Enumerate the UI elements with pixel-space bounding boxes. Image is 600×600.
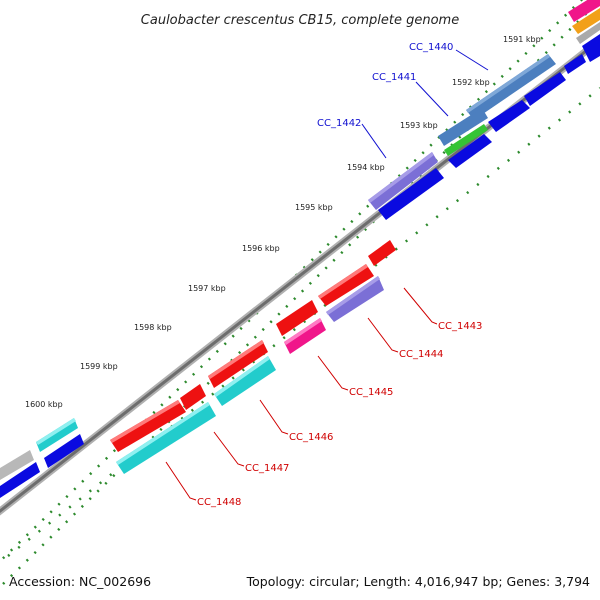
- gene-cc-1446[interactable]: [214, 356, 276, 406]
- gene-cc-1444[interactable]: [326, 276, 384, 322]
- gene-cc-1445[interactable]: [284, 318, 326, 354]
- label-cc-1448[interactable]: CC_1448: [197, 497, 241, 508]
- tick-1599-kbp: 1599 kbp: [80, 362, 118, 371]
- gene-cc-1442[interactable]: [368, 152, 438, 210]
- gene-blue-1[interactable]: [378, 168, 444, 220]
- gene-cc-1440[interactable]: [466, 54, 556, 120]
- gene-blue-4[interactable]: [524, 72, 566, 106]
- gene-labels: CC_1440 CC_1441 CC_1442 CC_1443 CC_1444 …: [197, 42, 482, 508]
- label-cc-1445[interactable]: CC_1445: [349, 387, 393, 398]
- gene-blue-5[interactable]: [564, 54, 586, 74]
- gene-cc-1446a[interactable]: [208, 340, 268, 388]
- gene-feature-blue-edge[interactable]: [582, 34, 600, 62]
- gene-blue-2[interactable]: [448, 134, 492, 168]
- gene-blue-left-2[interactable]: [0, 462, 40, 498]
- map-title: Caulobacter crescentus CB15, complete ge…: [141, 13, 459, 28]
- gene-blue-3[interactable]: [488, 100, 530, 132]
- tick-1598-kbp: 1598 kbp: [134, 323, 172, 332]
- inner-tick-ruler: [7, 87, 600, 557]
- gene-feature-gray[interactable]: [576, 22, 600, 44]
- gene-cc-1443a[interactable]: [368, 240, 396, 266]
- tick-1592-kbp: 1592 kbp: [452, 78, 490, 87]
- label-cc-1441[interactable]: CC_1441: [372, 72, 416, 83]
- gene-feature-magenta[interactable]: [568, 0, 600, 22]
- tick-1591-kbp: 1591 kbp: [503, 35, 541, 44]
- gene-gray-left[interactable]: [0, 450, 34, 480]
- tick-1596-kbp: 1596 kbp: [242, 244, 280, 253]
- accession-text: Accession: NC_002696: [9, 574, 151, 589]
- gene-cyan-left[interactable]: [36, 418, 78, 452]
- tick-1597-kbp: 1597 kbp: [188, 284, 226, 293]
- gene-cc-1447b[interactable]: [180, 384, 206, 410]
- gene-cc-1441[interactable]: [438, 108, 488, 146]
- label-leaders: [165, 49, 489, 501]
- tick-1593-kbp: 1593 kbp: [400, 121, 438, 130]
- gene-cc-1447[interactable]: [110, 400, 186, 452]
- kbp-labels: 1591 kbp 1592 kbp 1593 kbp 1594 kbp 1595…: [25, 35, 541, 409]
- gene-cc-1443[interactable]: [318, 264, 374, 306]
- genome-summary-text: Topology: circular; Length: 4,016,947 bp…: [246, 574, 590, 589]
- label-cc-1440[interactable]: CC_1440: [409, 42, 453, 53]
- forward-strand-genes: [0, 0, 600, 498]
- label-cc-1444[interactable]: CC_1444: [399, 349, 443, 360]
- tick-1595-kbp: 1595 kbp: [295, 203, 333, 212]
- tick-1600-kbp: 1600 kbp: [25, 400, 63, 409]
- label-cc-1446[interactable]: CC_1446: [289, 432, 333, 443]
- gene-feature-orange[interactable]: [572, 8, 600, 34]
- label-cc-1443[interactable]: CC_1443: [438, 321, 482, 332]
- label-cc-1447[interactable]: CC_1447: [245, 463, 289, 474]
- tick-1594-kbp: 1594 kbp: [347, 163, 385, 172]
- gene-red-mid[interactable]: [276, 300, 318, 336]
- gene-blue-left[interactable]: [44, 434, 84, 468]
- gene-cc-1448[interactable]: [116, 402, 216, 474]
- gene-cc-1441b[interactable]: [444, 124, 488, 156]
- reverse-strand-genes: [110, 240, 396, 474]
- label-cc-1442[interactable]: CC_1442: [317, 118, 361, 129]
